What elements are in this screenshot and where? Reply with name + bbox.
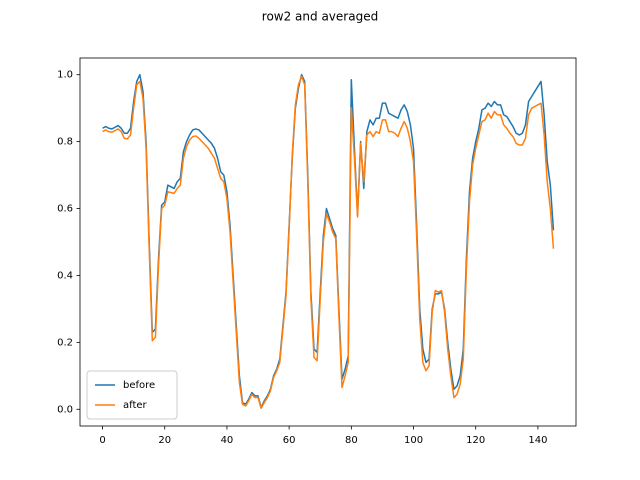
x-tick-label: 80 <box>345 435 358 446</box>
chart-title: row2 and averaged <box>262 10 378 24</box>
legend: before after <box>86 370 178 420</box>
data-line <box>102 75 555 410</box>
x-tick-label: 0 <box>99 435 105 446</box>
y-tick-label: 0.0 <box>57 404 73 415</box>
legend-label: after <box>123 400 148 411</box>
legend-box <box>86 370 178 420</box>
x-tick-label: 40 <box>221 435 234 446</box>
plot-frame <box>79 57 577 427</box>
data-line <box>102 73 555 409</box>
x-tick-label: 100 <box>404 435 423 446</box>
y-tick-label: 0.6 <box>57 204 73 215</box>
x-tick-label: 60 <box>283 435 296 446</box>
legend-label: before <box>123 380 155 391</box>
y-tick-label: 0.8 <box>57 137 73 148</box>
x-tick-label: 20 <box>158 435 171 446</box>
y-tick-label: 1.0 <box>57 70 73 81</box>
x-tick-label: 120 <box>466 435 485 446</box>
x-tick-label: 140 <box>528 435 547 446</box>
y-tick-label: 0.2 <box>57 337 73 348</box>
y-tick-label: 0.4 <box>57 270 73 281</box>
